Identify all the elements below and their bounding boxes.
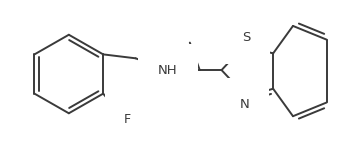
Text: S: S xyxy=(242,31,250,44)
Text: NH: NH xyxy=(158,64,178,77)
Text: F: F xyxy=(123,113,130,126)
Text: N: N xyxy=(240,98,249,111)
